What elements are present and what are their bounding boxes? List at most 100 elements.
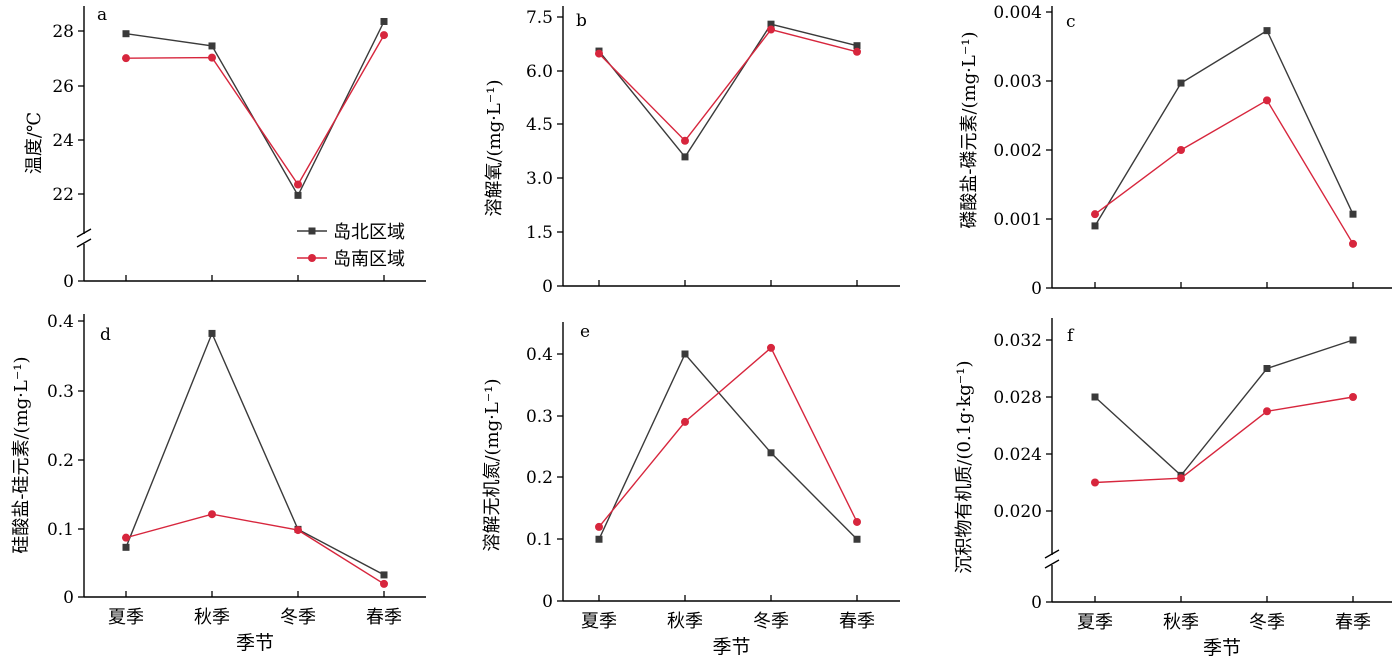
- y-axis-label: 溶解氧/(mg·L⁻¹): [484, 79, 505, 216]
- y-tick-label: 0.002: [993, 141, 1042, 161]
- axis-break-mark: [76, 238, 92, 248]
- series-line-north: [1094, 29, 1354, 227]
- y-tick-label: 28: [52, 22, 74, 42]
- y-axis-label: 硅酸盐-硅元素/(mg·L⁻¹): [11, 356, 32, 553]
- y-axis-label: 温度/℃: [24, 112, 45, 174]
- data-point-north: [681, 153, 689, 161]
- y-axis-label: 沉积物有机质/(0.1g·kg⁻¹): [954, 360, 975, 573]
- y-tick-label: 0: [63, 588, 74, 608]
- data-point-north: [122, 543, 130, 551]
- data-point-north: [595, 535, 603, 543]
- y-tick-label: 1.5: [526, 223, 553, 243]
- legend-label-north: 岛北区域: [333, 222, 405, 243]
- data-point-north: [681, 350, 689, 358]
- y-tick-label: 0.028: [993, 388, 1042, 408]
- y-tick-label: 0.032: [993, 331, 1042, 351]
- data-point-south: [380, 31, 388, 40]
- y-tick-label: 0.1: [526, 530, 553, 550]
- y-axis-label: 磷酸盐-磷元素/(mg·L⁻¹): [959, 31, 980, 228]
- series-line-south: [1094, 99, 1354, 245]
- y-tick-label: 0.004: [993, 3, 1042, 23]
- data-point-north: [380, 571, 388, 579]
- data-point-north: [1263, 27, 1271, 35]
- data-point-south: [122, 533, 130, 542]
- y-tick-label: 0.024: [993, 445, 1042, 465]
- x-tick-label: 冬季: [753, 611, 789, 632]
- data-point-south: [1349, 393, 1357, 401]
- x-tick-label: 秋季: [667, 611, 703, 632]
- data-point-south: [595, 49, 603, 58]
- y-tick-label: 0.1: [47, 520, 74, 540]
- data-point-north: [122, 30, 130, 38]
- y-tick-label: 22: [52, 185, 74, 205]
- data-point-south: [1091, 210, 1099, 219]
- panel-label: b: [576, 11, 587, 31]
- legend-label-south: 岛南区域: [333, 249, 405, 270]
- y-tick-label: 0: [1031, 593, 1042, 613]
- y-tick-label: 0.3: [526, 407, 553, 427]
- data-point-south: [1263, 407, 1271, 416]
- x-tick-label: 夏季: [581, 611, 617, 632]
- series-line-south: [1094, 396, 1354, 484]
- y-tick-label: 7.5: [526, 8, 553, 28]
- y-axis-label: 溶解无机氮/(mg·L⁻¹): [482, 378, 503, 551]
- series-line-south: [125, 34, 385, 186]
- x-tick-label: 春季: [366, 607, 402, 628]
- series-line-north: [1094, 339, 1354, 477]
- data-point-north: [1349, 210, 1357, 218]
- data-point-south: [681, 417, 689, 426]
- data-point-south: [767, 343, 775, 352]
- data-point-south: [1091, 478, 1099, 487]
- legend-marker-north: [308, 227, 316, 235]
- data-point-south: [595, 522, 603, 531]
- y-tick-label: 0.4: [526, 345, 553, 365]
- y-tick-label: 6.0: [526, 62, 553, 82]
- axis-break-gap: [76, 234, 92, 244]
- axis-break-mark: [1044, 549, 1060, 559]
- y-tick-label: 0: [63, 272, 74, 292]
- series-line-north: [598, 23, 858, 159]
- data-point-south: [294, 180, 302, 189]
- data-point-north: [1177, 79, 1185, 87]
- data-point-north: [767, 449, 775, 457]
- y-tick-label: 24: [52, 131, 74, 151]
- axis-break-mark: [76, 228, 92, 238]
- data-point-south: [853, 517, 861, 526]
- y-tick-label: 3.0: [526, 169, 553, 189]
- x-tick-label: 夏季: [1077, 612, 1113, 633]
- legend-marker-south: [308, 254, 316, 262]
- data-point-north: [853, 42, 861, 50]
- data-point-north: [1349, 336, 1357, 344]
- data-point-north: [1091, 222, 1099, 230]
- data-point-north: [1091, 393, 1099, 401]
- x-axis-label: 季节: [712, 636, 750, 658]
- series-line-south: [125, 513, 385, 585]
- panel-label: c: [1066, 12, 1076, 32]
- x-tick-label: 冬季: [280, 607, 316, 628]
- panel-label: d: [100, 325, 111, 345]
- y-tick-label: 4.5: [526, 115, 553, 135]
- data-point-south: [767, 25, 775, 34]
- series-line-south: [598, 346, 858, 528]
- data-point-north: [853, 535, 861, 543]
- y-tick-label: 26: [52, 77, 74, 97]
- y-tick-label: 0.4: [47, 312, 74, 332]
- x-tick-label: 秋季: [1163, 612, 1199, 633]
- x-tick-label: 冬季: [1249, 612, 1285, 633]
- x-axis-label: 季节: [1203, 637, 1241, 659]
- y-tick-label: 0.2: [47, 451, 74, 471]
- panel-label: f: [1067, 326, 1075, 346]
- data-point-north: [380, 17, 388, 25]
- data-point-south: [1263, 96, 1271, 105]
- x-tick-label: 春季: [839, 611, 875, 632]
- series-line-north: [125, 331, 385, 576]
- data-point-south: [208, 53, 216, 62]
- series-line-north: [125, 21, 385, 197]
- x-tick-label: 春季: [1335, 612, 1371, 633]
- y-tick-label: 0.2: [526, 468, 553, 488]
- data-point-north: [294, 191, 302, 199]
